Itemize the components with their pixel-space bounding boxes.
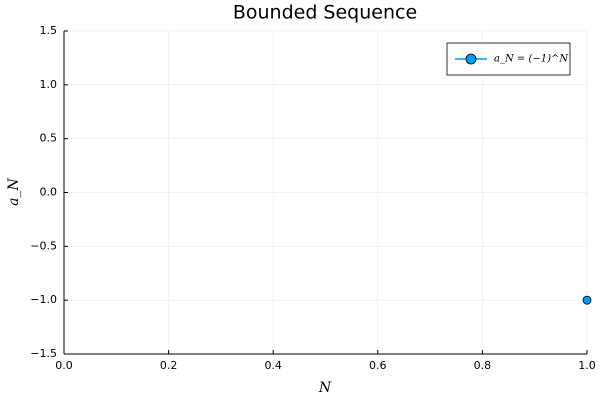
y-tick-label: −0.5 [30, 239, 57, 252]
x-tick-label: 0.6 [369, 359, 387, 372]
x-tick-label: 0.4 [264, 359, 282, 372]
x-tick-label: 0.8 [474, 359, 492, 372]
legend-marker [465, 53, 477, 65]
chart-title: Bounded Sequence [233, 2, 417, 24]
y-tick-label: 0.5 [40, 132, 58, 145]
y-tick-label: 0.0 [40, 186, 58, 199]
y-axis-label: a_N [6, 177, 22, 205]
y-tick-label: −1.5 [30, 347, 57, 360]
y-tick-label: 1.0 [40, 78, 58, 91]
point [582, 295, 592, 305]
y-tick-label: 1.5 [40, 24, 58, 37]
x-tick-label: 0.2 [160, 359, 178, 372]
x-tick-label: 0.0 [55, 359, 73, 372]
y-tick-label: −1.0 [30, 293, 57, 306]
x-axis-label: N [318, 380, 332, 396]
legend-label: a_N = (−1)^N [494, 54, 569, 65]
x-tick-label: 1.0 [578, 359, 596, 372]
